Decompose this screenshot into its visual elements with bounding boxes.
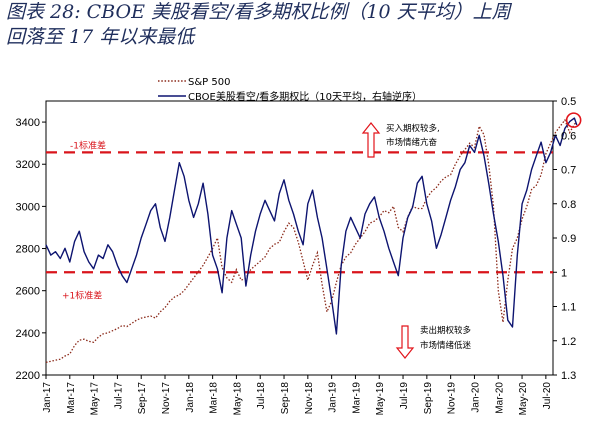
x-axis-tick-label: Jul-19	[399, 382, 410, 410]
right-axis-tick-label: 1.1	[561, 302, 576, 314]
x-axis-tick-label: Jan-20	[470, 382, 481, 413]
annotation-up-line-1: 买入期权较多,	[386, 123, 440, 134]
chart-title: 图表 28: CBOE 美股看空/看多期权比例（10 天平均）上周 回落至 17…	[6, 0, 606, 50]
left-axis-tick-label: 2600	[16, 286, 40, 298]
legend-label-sp500: S&P 500	[188, 77, 230, 88]
x-axis-tick-label: May-19	[375, 382, 386, 416]
x-axis-tick-label: Nov-19	[447, 382, 458, 415]
x-axis-tick-label: Jan-18	[185, 382, 196, 413]
left-axis-tick-label: 3400	[16, 117, 40, 129]
latest-low-highlight-circle	[565, 112, 582, 128]
x-axis-tick-label: Jul-18	[256, 382, 267, 410]
x-axis-tick-label: Mar-17	[66, 382, 77, 414]
x-axis-tick-label: May-18	[232, 382, 243, 416]
right-axis-tick-label: 1.3	[561, 370, 576, 382]
annotation-up-line-2: 市场情绪亢奋	[386, 137, 438, 148]
right-axis-tick-label: 0.7	[561, 165, 576, 177]
reference-label-plus-1sd: +1标准差	[62, 289, 102, 301]
x-axis-tick-label: Sep-17	[137, 382, 148, 415]
legend-label-put-call: CBOE美股看空/看多期权比（10天平均，右轴逆序）	[188, 90, 422, 103]
x-axis-tick-label: Sep-18	[280, 382, 291, 415]
down-arrow-icon	[395, 325, 415, 359]
x-axis-tick-label: Mar-19	[351, 382, 362, 414]
up-arrow-icon	[361, 122, 381, 158]
left-axis-tick-label: 2200	[16, 370, 40, 382]
x-axis-tick-label: May-20	[518, 382, 529, 416]
sp500-line	[45, 118, 578, 364]
x-axis-tick-label: Nov-17	[161, 382, 172, 415]
x-axis-tick-label: Jul-17	[113, 382, 124, 410]
put-call-ratio-line	[45, 117, 578, 335]
x-axis-tick-label: Mar-20	[494, 382, 505, 414]
right-axis-tick-label: 0.6	[561, 130, 576, 142]
x-axis-tick-label: Nov-18	[304, 382, 315, 415]
left-axis-tick-label: 3000	[16, 201, 40, 213]
chart-title-line-2: 回落至 17 年以来最低	[6, 26, 195, 48]
x-axis-tick-label: Sep-19	[423, 382, 434, 415]
right-axis-tick-label: 1.2	[561, 336, 576, 348]
x-axis-tick-label: May-17	[90, 382, 101, 416]
x-axis-tick-label: Jul-20	[542, 382, 553, 410]
x-axis-tick-label: Jan-19	[328, 382, 339, 413]
reference-label-minus-1sd: -1标准差	[70, 139, 106, 151]
annotation-down-line-2: 市场情绪低迷	[420, 340, 472, 351]
right-axis-tick-label: 1	[561, 267, 567, 279]
chart-title-line-1: 图表 28: CBOE 美股看空/看多期权比例（10 天平均）上周	[6, 1, 511, 23]
x-axis-tick-label: Mar-18	[209, 382, 220, 414]
right-axis-tick-label: 0.5	[561, 96, 576, 108]
x-axis-tick-label: Jan-17	[42, 382, 53, 413]
left-axis-tick-label: 3200	[16, 159, 40, 171]
annotation-down-line-1: 卖出期权较多	[420, 325, 472, 336]
right-axis-tick-label: 0.8	[561, 199, 576, 211]
left-axis-tick-label: 2400	[16, 328, 40, 340]
left-axis-tick-label: 2800	[16, 244, 40, 256]
right-axis-tick-label: 0.9	[561, 233, 576, 245]
